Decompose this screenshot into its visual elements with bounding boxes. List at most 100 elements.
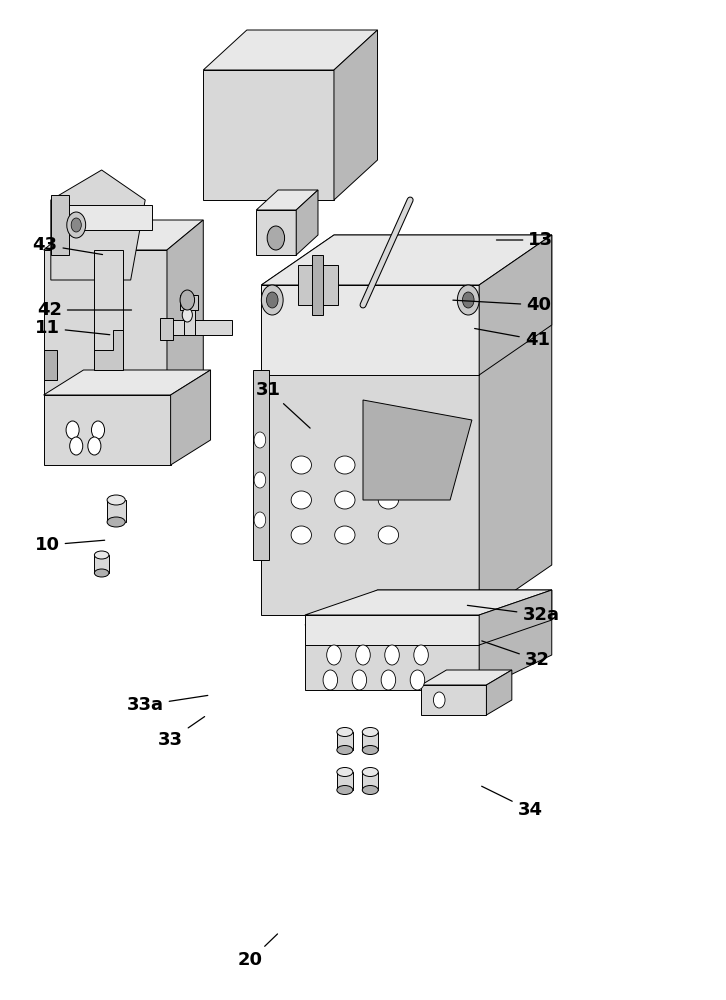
Ellipse shape: [337, 746, 353, 754]
Bar: [253, 370, 269, 560]
Ellipse shape: [107, 495, 126, 505]
Circle shape: [261, 285, 283, 315]
Polygon shape: [256, 210, 296, 255]
Circle shape: [88, 437, 101, 455]
Text: 13: 13: [497, 231, 553, 249]
Circle shape: [352, 670, 367, 690]
Polygon shape: [479, 235, 552, 375]
Polygon shape: [203, 70, 334, 200]
Bar: [258, 440, 269, 480]
Ellipse shape: [94, 569, 109, 577]
Bar: [51, 195, 69, 255]
Polygon shape: [305, 615, 479, 645]
Polygon shape: [261, 235, 552, 285]
Bar: [160, 320, 232, 335]
Bar: [337, 732, 353, 750]
Ellipse shape: [337, 768, 353, 776]
Ellipse shape: [337, 728, 353, 736]
Polygon shape: [296, 190, 318, 255]
Ellipse shape: [291, 456, 311, 474]
Polygon shape: [261, 285, 479, 615]
Ellipse shape: [362, 768, 378, 776]
Polygon shape: [167, 220, 203, 440]
Polygon shape: [486, 670, 512, 715]
Text: 33: 33: [158, 717, 205, 749]
Bar: [107, 500, 126, 522]
Circle shape: [66, 421, 79, 439]
Bar: [362, 772, 378, 790]
Ellipse shape: [335, 526, 355, 544]
Bar: [298, 265, 338, 305]
Ellipse shape: [362, 746, 378, 754]
Ellipse shape: [337, 786, 353, 794]
Text: 31: 31: [256, 381, 310, 428]
Polygon shape: [305, 590, 552, 615]
Circle shape: [267, 226, 285, 250]
Polygon shape: [421, 670, 512, 685]
Ellipse shape: [291, 491, 311, 509]
Polygon shape: [334, 30, 378, 200]
Text: 32a: 32a: [468, 605, 559, 624]
Ellipse shape: [335, 456, 355, 474]
Circle shape: [414, 645, 428, 665]
Polygon shape: [305, 625, 479, 690]
Ellipse shape: [107, 517, 126, 527]
Bar: [312, 255, 323, 315]
Polygon shape: [44, 370, 211, 395]
Polygon shape: [479, 235, 552, 615]
Polygon shape: [261, 235, 552, 285]
Circle shape: [327, 645, 341, 665]
Ellipse shape: [362, 786, 378, 794]
Circle shape: [91, 421, 105, 439]
Ellipse shape: [335, 491, 355, 509]
Polygon shape: [44, 220, 203, 250]
Bar: [258, 480, 269, 520]
Bar: [160, 318, 173, 340]
Ellipse shape: [378, 491, 399, 509]
Circle shape: [462, 292, 474, 308]
Ellipse shape: [362, 728, 378, 736]
Circle shape: [385, 645, 399, 665]
Polygon shape: [51, 170, 145, 280]
Circle shape: [356, 645, 370, 665]
Text: 41: 41: [475, 329, 550, 349]
Bar: [44, 350, 57, 380]
Polygon shape: [44, 250, 167, 440]
Circle shape: [410, 670, 425, 690]
Circle shape: [323, 670, 338, 690]
Bar: [337, 772, 353, 790]
Text: 20: 20: [238, 934, 277, 969]
Text: 33a: 33a: [127, 695, 208, 714]
Polygon shape: [261, 285, 479, 375]
Bar: [94, 250, 123, 410]
Circle shape: [254, 432, 266, 448]
Polygon shape: [94, 330, 123, 370]
Polygon shape: [479, 590, 552, 645]
Polygon shape: [171, 370, 211, 465]
Ellipse shape: [291, 526, 311, 544]
Polygon shape: [203, 30, 378, 70]
Ellipse shape: [378, 526, 399, 544]
Circle shape: [254, 512, 266, 528]
Circle shape: [381, 670, 396, 690]
Circle shape: [433, 692, 445, 708]
Bar: [362, 732, 378, 750]
Circle shape: [70, 437, 83, 455]
Text: 10: 10: [35, 536, 105, 554]
Polygon shape: [256, 190, 318, 210]
Text: 34: 34: [481, 786, 542, 819]
Circle shape: [457, 285, 479, 315]
Polygon shape: [44, 395, 171, 465]
Bar: [180, 295, 198, 310]
Text: 11: 11: [35, 319, 110, 337]
Polygon shape: [479, 590, 552, 690]
Circle shape: [71, 218, 81, 232]
Bar: [58, 205, 152, 230]
Bar: [94, 555, 109, 573]
Circle shape: [182, 308, 192, 322]
Bar: [184, 295, 195, 335]
Circle shape: [67, 212, 86, 238]
Circle shape: [254, 472, 266, 488]
Text: 43: 43: [33, 236, 102, 255]
Circle shape: [266, 292, 278, 308]
